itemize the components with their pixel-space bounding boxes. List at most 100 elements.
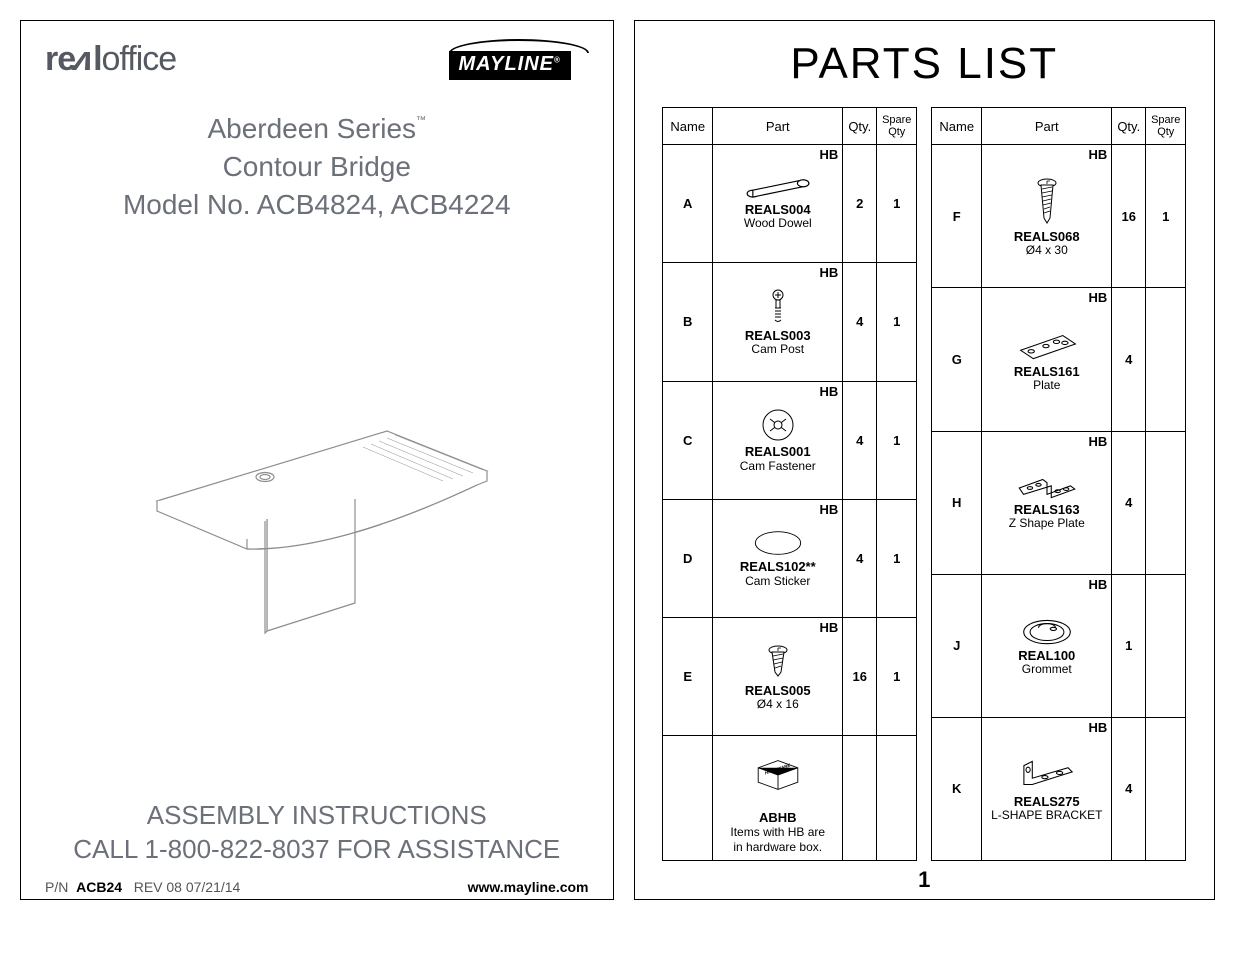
part-name: G — [932, 288, 982, 431]
part-qty: 4 — [843, 263, 877, 381]
th-name: Name — [663, 108, 713, 145]
hb-tag: HB — [819, 384, 838, 399]
parts-tables: Name Part Qty. Spare Qty A HB R — [653, 107, 1197, 861]
part-spare — [1146, 431, 1186, 574]
part-spare — [877, 735, 917, 860]
part-code: REALS161 — [1014, 365, 1080, 379]
part-name: F — [932, 145, 982, 288]
part-cell: HB REALS005 Ø4 x 16 — [713, 617, 843, 735]
part-qty: 1 — [1112, 574, 1146, 717]
part-name: J — [932, 574, 982, 717]
part-qty: 4 — [1112, 717, 1146, 860]
pn-prefix: P/N — [45, 879, 68, 895]
hb-tag: HB — [819, 502, 838, 517]
part-spare: 1 — [877, 499, 917, 617]
th-qty: Qty. — [843, 108, 877, 145]
hb-tag: HB — [1088, 147, 1107, 162]
part-icon — [986, 174, 1107, 230]
logo-mayline-text: MAYLINE — [459, 53, 555, 75]
part-cell: HB REALS275 L-SHAPE BRACKET — [982, 717, 1112, 860]
parts-table-2: Name Part Qty. Spare Qty F HB R — [931, 107, 1186, 861]
realoffice-logo: reʌloffice — [45, 40, 176, 79]
hardware-box-icon: HARDWARE — [717, 740, 838, 811]
part-icon — [986, 613, 1107, 649]
hb-tag: HB — [819, 265, 838, 280]
part-desc: Plate — [1033, 379, 1060, 392]
parts-row: J HB REAL100 Grommet 1 — [932, 574, 1186, 717]
part-name — [663, 735, 713, 860]
part-qty: 4 — [843, 499, 877, 617]
logo-row: reʌloffice MAYLINE® — [45, 39, 589, 80]
parts-row: G HB REALS161 Plate 4 — [932, 288, 1186, 431]
pn-code: ACB24 — [76, 879, 122, 895]
hb-tag: HB — [1088, 434, 1107, 449]
hardware-box-row: HARDWARE ABHB Items with HB arein hardwa… — [663, 735, 917, 860]
th-qty: Qty. — [1112, 108, 1146, 145]
part-icon — [717, 405, 838, 445]
part-icon — [986, 325, 1107, 365]
th-spare: Spare Qty — [877, 108, 917, 145]
part-name: C — [663, 381, 713, 499]
part-cell: HB REALS161 Plate — [982, 288, 1112, 431]
th-part: Part — [982, 108, 1112, 145]
footer-row: P/N ACB24 REV 08 07/21/14 www.mayline.co… — [45, 879, 589, 895]
part-cell: HB REALS068 Ø4 x 30 — [982, 145, 1112, 288]
part-icon — [717, 640, 838, 684]
part-name: K — [932, 717, 982, 860]
part-spare: 1 — [877, 381, 917, 499]
assembly-line2: CALL 1-800-822-8037 FOR ASSISTANCE — [73, 834, 560, 864]
part-desc: Wood Dowel — [744, 217, 812, 230]
mayline-logo: MAYLINE® — [449, 39, 589, 80]
th-spare-l2: Qty — [1157, 126, 1174, 138]
hb-tag: HB — [1088, 577, 1107, 592]
product-line3: Model No. ACB4824, ACB4224 — [123, 189, 511, 220]
th-name: Name — [932, 108, 982, 145]
product-line1: Aberdeen Series — [207, 113, 416, 144]
part-qty: 16 — [1112, 145, 1146, 288]
th-spare-l1: Spare — [882, 114, 911, 126]
product-tm: ™ — [416, 115, 426, 126]
part-icon — [986, 473, 1107, 503]
part-qty — [843, 735, 877, 860]
parts-row: E HB REALS005 Ø4 x 16 16 1 — [663, 617, 917, 735]
part-spare: 1 — [877, 145, 917, 263]
part-qty: 4 — [843, 381, 877, 499]
footer-url: www.mayline.com — [468, 879, 589, 895]
right-panel: PARTS LIST Name Part Qty. Spare Qty — [634, 20, 1216, 900]
part-number: P/N ACB24 REV 08 07/21/14 — [45, 879, 240, 895]
part-qty: 2 — [843, 145, 877, 263]
part-desc: Grommet — [1022, 663, 1072, 676]
part-cell: HB REALS004 Wood Dowel — [713, 145, 843, 263]
product-line2: Contour Bridge — [223, 151, 411, 182]
part-desc: L-SHAPE BRACKET — [991, 809, 1102, 822]
part-spare: 1 — [877, 263, 917, 381]
bridge-illustration-icon: : — [137, 391, 497, 651]
hb-tag: HB — [819, 620, 838, 635]
parts-row: K HB REALS275 L-SHAPE BRACKET 4 — [932, 717, 1186, 860]
part-desc: Cam Post — [751, 343, 804, 356]
th-part: Part — [713, 108, 843, 145]
part-code: REALS163 — [1014, 503, 1080, 517]
part-code: REALS275 — [1014, 795, 1080, 809]
part-code: REALS005 — [745, 684, 811, 698]
part-icon — [986, 753, 1107, 795]
parts-table-1: Name Part Qty. Spare Qty A HB R — [662, 107, 917, 861]
th-spare: Spare Qty — [1146, 108, 1186, 145]
part-desc: Ø4 x 30 — [1026, 244, 1068, 257]
part-code: REALS003 — [745, 329, 811, 343]
svg-text::: : — [264, 564, 266, 573]
part-desc: Cam Sticker — [745, 575, 810, 588]
parts-list-title: PARTS LIST — [653, 39, 1197, 89]
part-code: REALS068 — [1014, 230, 1080, 244]
parts-row: B HB REALS003 Cam Post 4 1 — [663, 263, 917, 381]
hb-tag: HB — [819, 147, 838, 162]
parts-row: H HB REALS163 Z Shape Plate 4 — [932, 431, 1186, 574]
part-name: D — [663, 499, 713, 617]
left-panel: reʌloffice MAYLINE® Aberdeen Series™ Con… — [20, 20, 614, 900]
part-spare: 1 — [877, 617, 917, 735]
hb-tag: HB — [1088, 290, 1107, 305]
pn-rev: REV 08 07/21/14 — [134, 879, 241, 895]
part-spare — [1146, 574, 1186, 717]
part-desc: Ø4 x 16 — [757, 698, 799, 711]
part-spare — [1146, 288, 1186, 431]
